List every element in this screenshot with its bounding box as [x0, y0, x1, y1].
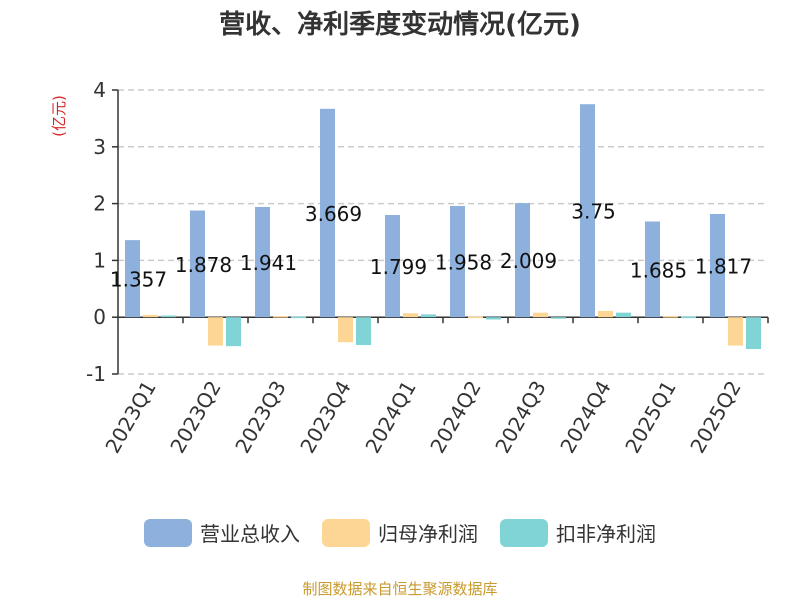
bar-net_profit[interactable] [728, 317, 743, 346]
legend-label-revenue: 营业总收入 [200, 522, 300, 546]
y-tick-label: 2 [93, 192, 106, 216]
x-tick-label: 2025Q1 [620, 377, 680, 458]
source-note: 制图数据来自恒生聚源数据库 [302, 580, 498, 598]
bar-revenue[interactable] [255, 206, 270, 318]
bar-deducted_profit[interactable] [421, 314, 436, 318]
bar-revenue[interactable] [385, 215, 400, 318]
legend: 营业总收入 归母净利润 扣非净利润 [0, 518, 800, 547]
bar-deducted_profit[interactable] [551, 317, 566, 319]
legend-swatch-deducted-profit [500, 518, 548, 547]
legend-item-net-profit[interactable]: 归母净利润 [322, 518, 478, 547]
bar-revenue[interactable] [450, 205, 465, 318]
bar-net_profit[interactable] [663, 316, 678, 318]
x-tick-label: 2025Q2 [685, 377, 745, 458]
bar-revenue[interactable] [645, 221, 660, 318]
bar-deducted_profit[interactable] [616, 312, 631, 318]
bar-net_profit[interactable] [468, 316, 483, 319]
bar-net_profit[interactable] [208, 317, 223, 346]
bar-deducted_profit[interactable] [746, 317, 761, 350]
bar-deducted_profit[interactable] [681, 316, 696, 319]
y-tick-label: 3 [93, 135, 106, 159]
legend-label-net-profit: 归母净利润 [378, 522, 478, 546]
bar-net_profit[interactable] [598, 310, 613, 318]
bar-deducted_profit[interactable] [291, 316, 306, 319]
data-label-revenue: 1.817 [695, 255, 752, 279]
bar-revenue[interactable] [580, 104, 595, 318]
y-tick-label: -1 [86, 362, 106, 386]
x-tick-label: 2024Q2 [425, 377, 485, 458]
bar-net_profit[interactable] [143, 314, 158, 318]
chart-title: 营收、净利季度变动情况(亿元) [219, 10, 581, 40]
data-label-revenue: 1.878 [175, 253, 232, 277]
data-label-revenue: 3.669 [305, 202, 362, 226]
x-tick-label: 2024Q3 [490, 377, 550, 458]
bar-revenue[interactable] [320, 108, 335, 318]
bar-net_profit[interactable] [403, 313, 418, 318]
data-label-revenue: 1.357 [110, 268, 167, 292]
bar-deducted_profit[interactable] [486, 317, 501, 320]
data-label-revenue: 3.75 [571, 200, 616, 224]
legend-item-deducted-profit[interactable]: 扣非净利润 [500, 518, 656, 547]
bar-net_profit[interactable] [273, 316, 288, 318]
data-label-revenue: 2.009 [500, 249, 557, 273]
y-tick-label: 0 [93, 305, 106, 329]
bar-deducted_profit[interactable] [356, 317, 371, 346]
bar-net_profit[interactable] [533, 312, 548, 318]
legend-item-revenue[interactable]: 营业总收入 [144, 518, 300, 547]
y-axis-label: (亿元) [50, 95, 68, 137]
y-tick-label: 1 [93, 248, 106, 272]
x-tick-label: 2024Q4 [555, 377, 615, 458]
bar-deducted_profit[interactable] [226, 317, 241, 347]
data-label-revenue: 1.958 [435, 251, 492, 275]
bar-revenue[interactable] [515, 203, 530, 318]
legend-label-deducted-profit: 扣非净利润 [556, 522, 656, 546]
data-label-revenue: 1.941 [240, 251, 297, 275]
bar-revenue[interactable] [710, 213, 725, 318]
bar-revenue[interactable] [190, 210, 205, 318]
data-label-revenue: 1.685 [630, 258, 687, 282]
data-label-revenue: 1.799 [370, 255, 427, 279]
x-tick-label: 2023Q1 [100, 377, 160, 458]
x-tick-label: 2024Q1 [360, 377, 420, 458]
legend-swatch-revenue [144, 518, 192, 547]
y-tick-label: 4 [93, 78, 106, 102]
bar-deducted_profit[interactable] [161, 315, 176, 318]
bar-revenue[interactable] [125, 240, 140, 318]
x-tick-label: 2023Q2 [165, 377, 225, 458]
x-tick-label: 2023Q3 [230, 377, 290, 458]
bar-net_profit[interactable] [338, 317, 353, 343]
legend-swatch-net-profit [322, 518, 370, 547]
x-tick-label: 2023Q4 [295, 377, 355, 458]
